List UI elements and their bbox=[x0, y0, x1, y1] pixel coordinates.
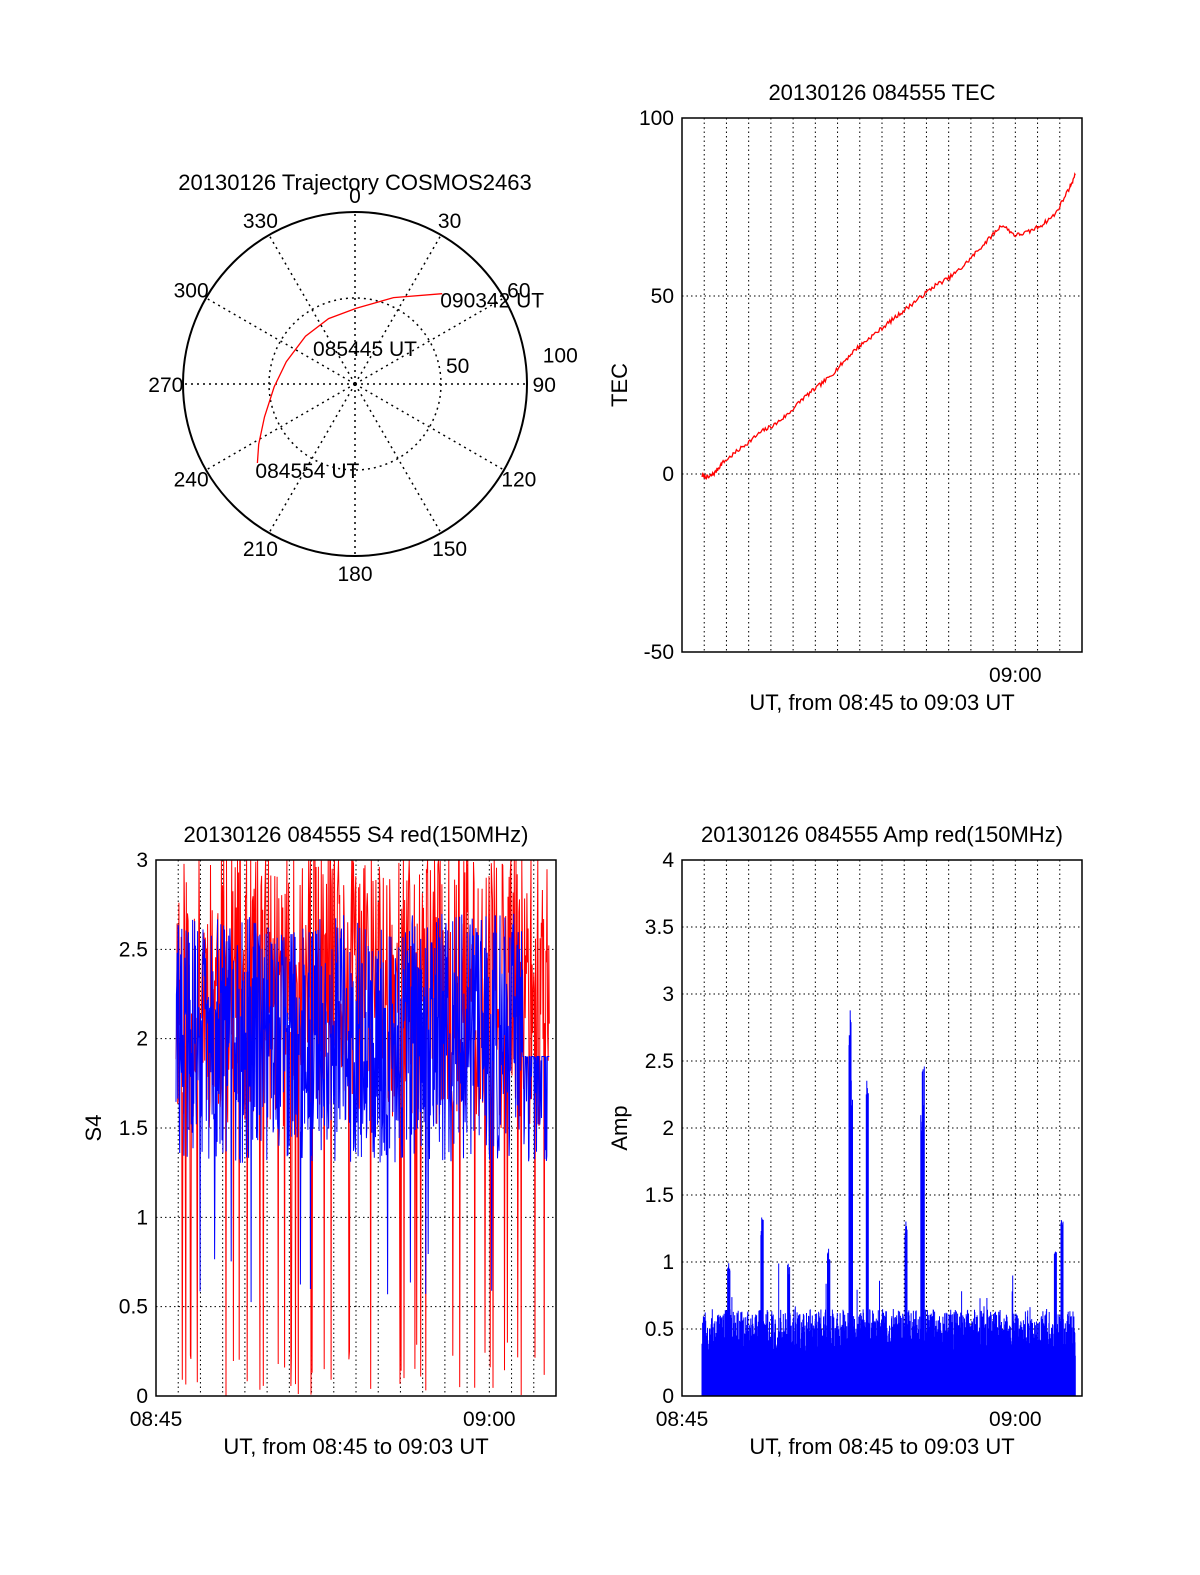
amp-title: 20130126 084555 Amp red(150MHz) bbox=[701, 822, 1063, 847]
amp-ytick-label: 1 bbox=[662, 1251, 674, 1274]
tec-xtick-label: 09:00 bbox=[989, 664, 1042, 687]
s4-ytick-label: 2.5 bbox=[119, 938, 148, 961]
azimuth-label-210: 210 bbox=[243, 538, 278, 561]
amp-ylabel: Amp bbox=[607, 1105, 632, 1150]
s4-xtick-label: 08:45 bbox=[130, 1408, 183, 1431]
tec-ytick-label: -50 bbox=[644, 641, 674, 664]
tec-ytick-label: 50 bbox=[651, 285, 674, 308]
amp-chart: 20130126 084555 Amp red(150MHz) 0 0.5 1 1.5 2… bbox=[607, 822, 1083, 1459]
tec-xlabel: UT, from 08:45 to 09:03 UT bbox=[749, 690, 1014, 715]
amp-plot-border bbox=[681, 859, 1083, 1397]
trajectory-title: 20130126 Trajectory COSMOS2463 bbox=[178, 170, 531, 195]
s4-title: 20130126 084555 S4 red(150MHz) bbox=[184, 822, 529, 847]
s4-chart: 20130126 084555 S4 red(150MHz) 0 0.5 1 1.5 2 2… bbox=[81, 822, 557, 1459]
azimuth-label-60: 60 bbox=[507, 279, 530, 302]
polar-spoke-300 bbox=[205, 297, 356, 385]
azimuth-label-270: 270 bbox=[148, 374, 183, 397]
tec-plot-border bbox=[681, 117, 1083, 653]
amp-xtick-label: 09:00 bbox=[989, 1408, 1042, 1431]
azimuth-label-150: 150 bbox=[432, 538, 467, 561]
s4-ytick-label: 1.5 bbox=[119, 1117, 148, 1140]
track-mid-label: 085445 UT bbox=[313, 338, 417, 361]
amp-ytick-label: 0.5 bbox=[645, 1318, 674, 1341]
azimuth-label-180: 180 bbox=[337, 563, 372, 586]
amp-ytick-label: 1.5 bbox=[645, 1184, 674, 1207]
s4-ytick-label: 0 bbox=[136, 1385, 148, 1408]
polar-spoke-210 bbox=[268, 383, 356, 534]
azimuth-label-90: 90 bbox=[533, 374, 556, 397]
amp-ytick-label: 4 bbox=[662, 849, 674, 872]
amp-ytick-label: 3 bbox=[662, 983, 674, 1006]
polar-spoke-150 bbox=[354, 383, 442, 534]
tec-series-line bbox=[701, 172, 1076, 480]
azimuth-label-0: 0 bbox=[349, 185, 361, 208]
polar-spoke-120 bbox=[354, 383, 505, 471]
amp-ytick-label: 2.5 bbox=[645, 1050, 674, 1073]
s4-xlabel: UT, from 08:45 to 09:03 UT bbox=[223, 1434, 488, 1459]
tec-ytick-label: 100 bbox=[639, 107, 674, 130]
azimuth-label-300: 300 bbox=[174, 279, 209, 302]
polar-spoke-30 bbox=[354, 234, 442, 385]
s4-ytick-label: 2 bbox=[136, 1028, 148, 1051]
track-start-label: 084554 UT bbox=[255, 460, 359, 483]
radial-label-50: 50 bbox=[446, 355, 469, 378]
polar-spoke-330 bbox=[268, 234, 356, 385]
polar-spoke-60 bbox=[354, 297, 505, 385]
tec-chart: 20130126 084555 TEC -50 0 50 100 09:00 UT, fro… bbox=[607, 80, 1083, 715]
amp-ytick-label: 3.5 bbox=[645, 916, 674, 939]
tec-title: 20130126 084555 TEC bbox=[768, 80, 995, 105]
polar-spoke-240 bbox=[205, 383, 356, 471]
track-end-label: 090342 UT bbox=[440, 290, 544, 313]
amp-xtick-label: 08:45 bbox=[656, 1408, 709, 1431]
azimuth-label-120: 120 bbox=[501, 469, 536, 492]
s4-series-blue bbox=[175, 913, 550, 1303]
radial-label-100: 100 bbox=[543, 344, 578, 367]
s4-xtick-label: 09:00 bbox=[463, 1408, 516, 1431]
amp-ytick-label: 0 bbox=[662, 1385, 674, 1408]
amp-xlabel: UT, from 08:45 to 09:03 UT bbox=[749, 1434, 1014, 1459]
azimuth-label-330: 330 bbox=[243, 210, 278, 233]
s4-plot-border bbox=[155, 859, 557, 1397]
s4-ylabel: S4 bbox=[81, 1115, 106, 1142]
amp-series-blue bbox=[701, 1010, 1076, 1396]
azimuth-label-30: 30 bbox=[438, 210, 461, 233]
tec-ytick-label: 0 bbox=[662, 463, 674, 486]
s4-ytick-label: 0.5 bbox=[119, 1296, 148, 1319]
s4-ytick-label: 3 bbox=[136, 849, 148, 872]
azimuth-label-240: 240 bbox=[174, 469, 209, 492]
trajectory-track bbox=[256, 293, 443, 464]
polar-outer-ring bbox=[182, 211, 528, 557]
tec-ylabel: TEC bbox=[607, 363, 632, 407]
s4-ytick-label: 1 bbox=[136, 1206, 148, 1229]
amp-ytick-label: 2 bbox=[662, 1117, 674, 1140]
